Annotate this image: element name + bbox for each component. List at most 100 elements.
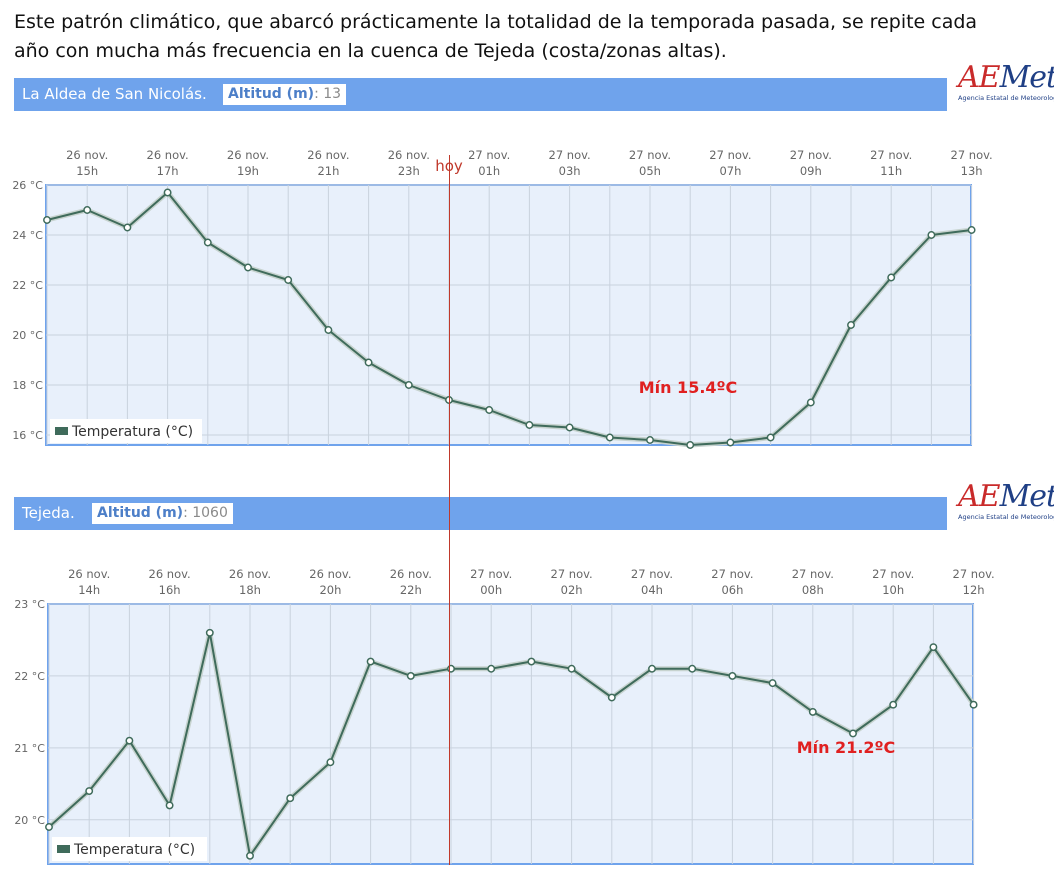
x-tick-hour: 21h [317,164,339,178]
data-point [163,188,172,197]
data-point [646,436,654,444]
data-point [83,206,92,214]
x-tick-hour: 20h [319,583,341,597]
data-point [445,396,453,404]
x-tick-hour: 15h [76,164,98,178]
station-name: La Aldea de San Nicolás. [22,85,207,103]
x-tick-date: 27 nov. [551,567,593,581]
y-tick-label: 22 °C [12,279,43,292]
data-point [85,787,94,795]
x-tick-date: 26 nov. [307,148,349,162]
x-tick-hour: 12h [963,583,985,597]
plot-area [47,603,974,865]
x-tick-hour: 22h [400,583,422,597]
x-tick-hour: 06h [721,583,743,597]
temperature-chart-aldea: 16 °C 18 °C 20 °C 22 °C 24 °C 26 °C 26 nov. 15h… [12,148,993,449]
data-point [565,423,574,432]
data-point [324,326,333,334]
x-tick-date: 26 nov. [229,567,271,581]
station-bar-2: Tejeda. Altitud (m): 1060 [14,497,947,530]
min-annotation: Mín 15.4ºC [639,378,738,397]
x-tick-hour: 19h [237,164,259,178]
series-line [48,631,975,857]
x-tick-hour: 14h [78,583,100,597]
data-point [688,664,697,673]
y-tick-label: 20 °C [14,814,45,827]
data-point [927,231,936,239]
x-tick-date: 27 nov. [792,567,834,581]
x-tick-hour: 16h [159,583,181,597]
intro-text: Este patrón climático, que abarcó prácti… [14,11,978,62]
x-tick-hour: 17h [157,164,179,178]
x-tick-date: 26 nov. [149,567,191,581]
data-point [366,657,375,666]
x-tick-date: 27 nov. [872,567,914,581]
data-point [205,628,214,637]
x-tick-date: 26 nov. [147,148,189,162]
aemet-logo-subtitle: Agencia Estatal de Meteorología [958,513,1054,521]
x-tick-hour: 13h [961,164,983,178]
data-point [887,273,896,282]
data-point [847,321,855,329]
y-tick-label: 18 °C [12,379,43,392]
x-tick-date: 27 nov. [951,148,993,162]
x-tick-hour: 01h [478,164,500,178]
data-point [967,226,976,234]
aemet-logo-subtitle: Agencia Estatal de Meteorología [958,94,1054,102]
x-tick-hour: 18h [239,583,261,597]
data-point [286,794,295,803]
x-tick-hour: 04h [641,583,663,597]
data-point [726,438,735,447]
x-tick-hour: 10h [882,583,904,597]
data-point [404,381,413,389]
x-tick-hour: 03h [559,164,581,178]
legend-box [52,837,207,861]
data-point [406,671,415,680]
data-point [203,238,212,247]
min-annotation: Mín 21.2ºC [797,738,896,757]
altitude-value: : 1060 [183,505,228,521]
data-point [766,433,775,442]
data-point [686,441,695,449]
data-point [43,216,51,224]
data-point [969,700,978,709]
data-point [929,643,938,652]
altitude-label: Altitud (m) [97,505,184,521]
x-tick-date: 26 nov. [68,567,110,581]
legend-label: Temperatura (°C) [73,842,195,858]
data-point [326,758,335,767]
x-tick-date: 27 nov. [468,148,510,162]
y-tick-label: 22 °C [14,670,45,683]
hoy-label: hoy [435,157,463,175]
x-tick-date: 26 nov. [227,148,269,162]
station-name: Tejeda. [22,504,75,522]
data-point [728,671,737,680]
x-tick-date: 27 nov. [870,148,912,162]
altitude-box: Altitud (m): 13 [223,84,347,105]
aemet-logo-mark: AEMet [958,60,1054,95]
data-point [487,664,496,673]
x-tick-date: 27 nov. [629,148,671,162]
legend-label: Temperatura (°C) [71,424,193,440]
x-tick-date: 27 nov. [790,148,832,162]
data-point [849,729,857,738]
legend-swatch [55,427,68,435]
x-tick-date: 27 nov. [709,148,751,162]
data-point [607,693,616,702]
hoy-line [449,155,450,865]
aemet-logo: AEMet Agencia Estatal de Meteorología [956,479,1054,529]
data-point [525,421,534,429]
data-point [123,223,132,232]
x-tick-hour: 08h [802,583,824,597]
data-point [364,358,373,367]
aemet-logo: AEMet Agencia Estatal de Meteorología [956,60,1054,110]
data-point [889,700,898,709]
x-tick-date: 27 nov. [631,567,673,581]
x-tick-date: 27 nov. [711,567,753,581]
x-tick-hour: 09h [800,164,822,178]
x-tick-hour: 11h [880,164,902,178]
data-point [125,736,134,745]
y-tick-label: 24 °C [12,229,43,242]
x-tick-hour: 02h [561,583,583,597]
y-tick-label: 23 °C [14,598,45,611]
